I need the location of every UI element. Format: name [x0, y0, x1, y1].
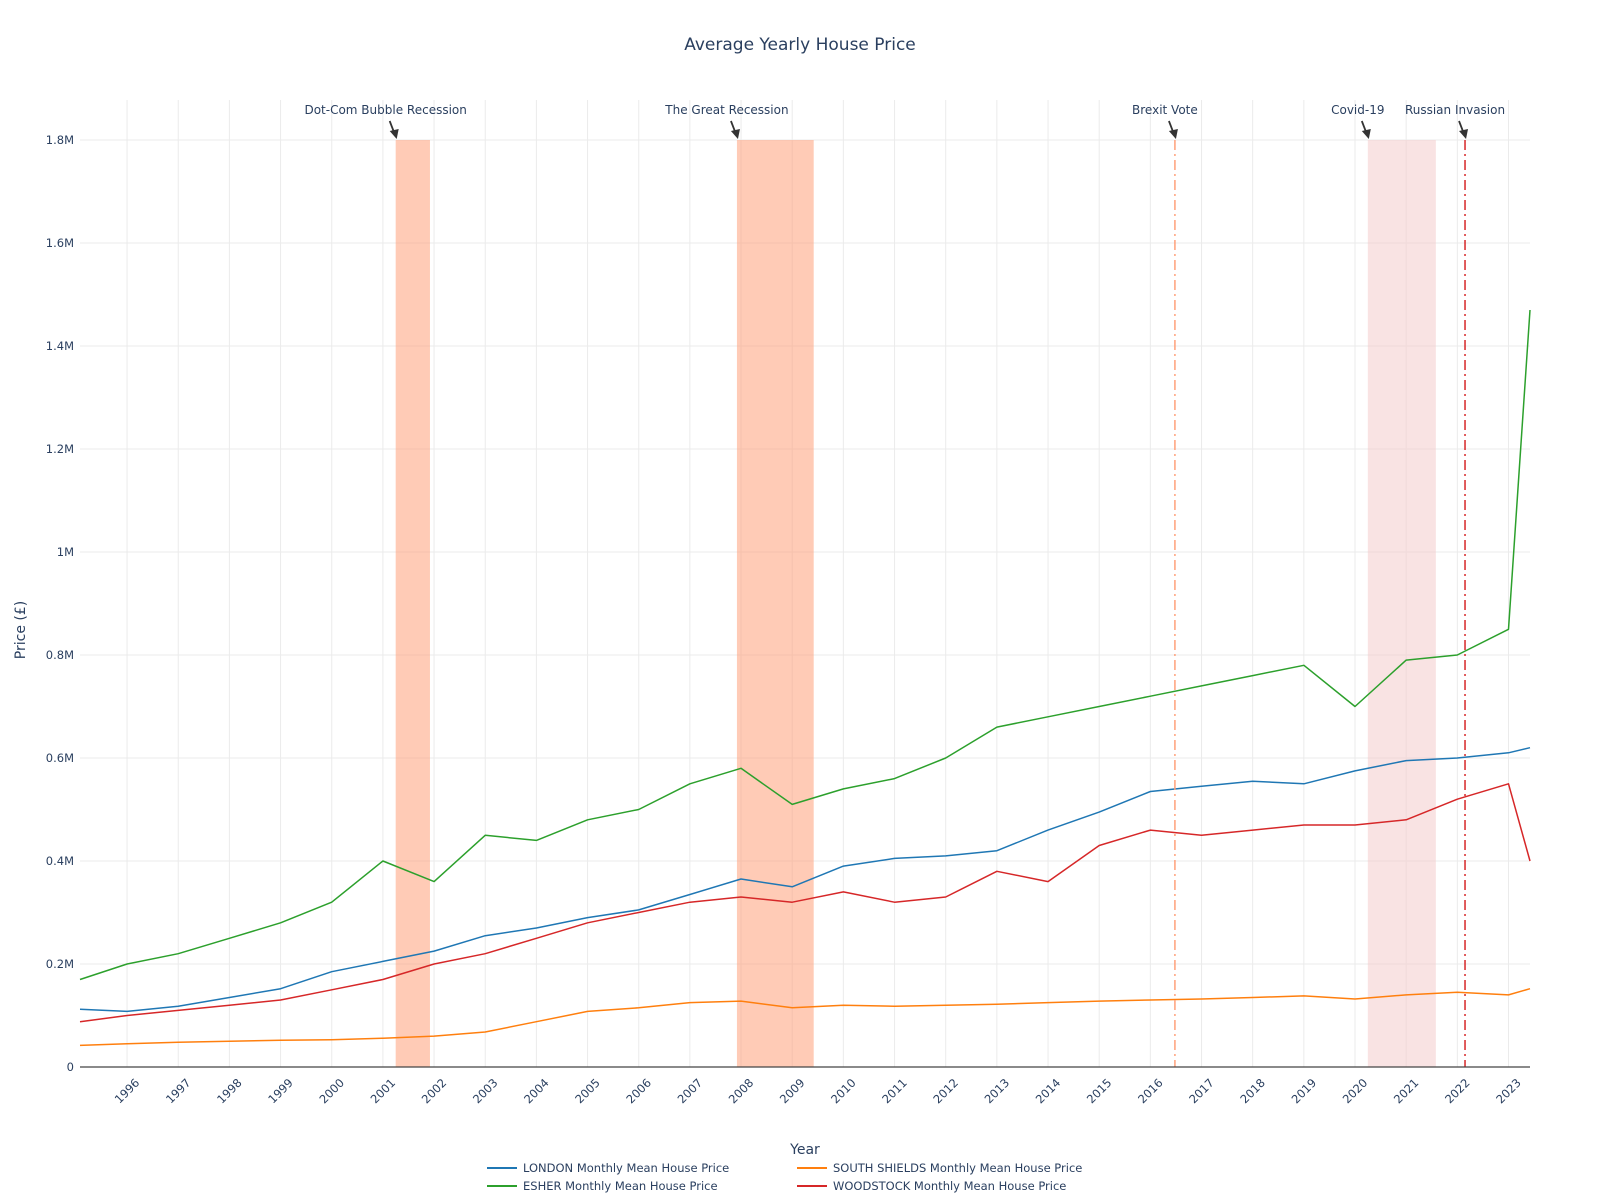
x-tick-label: 1998	[214, 1076, 245, 1107]
series-lines	[79, 309, 1531, 1047]
x-tick-label: 2012	[930, 1076, 961, 1107]
y-tick-label: 0	[67, 1060, 74, 1074]
event-lines	[1174, 140, 1466, 1067]
shaded-period	[395, 140, 430, 1067]
annotation-label: Covid-19	[1331, 103, 1384, 117]
y-axis-title: Price (£)	[13, 601, 29, 659]
annotation-arrowhead	[1168, 129, 1178, 139]
x-tick-label: 2014	[1033, 1076, 1064, 1107]
x-tick-label: 2004	[521, 1076, 552, 1107]
x-tick-label: 2006	[623, 1076, 654, 1107]
legend-label: ESHER Monthly Mean House Price	[523, 1179, 718, 1193]
legend-label: WOODSTOCK Monthly Mean House Price	[833, 1179, 1066, 1193]
y-tick-label: 1.4M	[46, 339, 74, 353]
annotation-label: Brexit Vote	[1132, 103, 1198, 117]
y-tick-label: 0.8M	[46, 648, 74, 662]
annotation-label: Dot-Com Bubble Recession	[304, 103, 466, 117]
annotation-arrowhead	[389, 129, 399, 139]
series-line	[79, 309, 1531, 981]
legend: LONDON Monthly Mean House Price SOUTH SHI…	[487, 1161, 1082, 1193]
x-tick-label: 2017	[1186, 1076, 1217, 1107]
x-tick-label: 2000	[316, 1076, 347, 1107]
x-tick-label: 2013	[982, 1076, 1013, 1107]
x-tick-label: 2011	[879, 1076, 910, 1107]
x-tick-label: 1997	[163, 1076, 194, 1107]
series-line	[79, 783, 1531, 1023]
x-tick-label: 2019	[1289, 1076, 1320, 1107]
annotation-label: The Great Recession	[664, 103, 788, 117]
x-tick-label: 2009	[777, 1076, 808, 1107]
chart-title: Average Yearly House Price	[684, 35, 916, 55]
y-tick-label: 0.4M	[46, 854, 74, 868]
annotations: Dot-Com Bubble Recession The Great Recess…	[304, 103, 1505, 139]
shaded-period	[736, 140, 814, 1067]
y-tick-label: 1.2M	[46, 442, 74, 456]
y-tick-label: 1.8M	[46, 133, 74, 147]
x-tick-label: 2018	[1237, 1076, 1268, 1107]
series-line	[79, 746, 1531, 1013]
x-tick-label: 1999	[265, 1076, 296, 1107]
x-tick-label: 1996	[112, 1076, 143, 1107]
annotation-arrowhead	[730, 129, 740, 139]
series-line	[79, 987, 1531, 1047]
x-tick-label: 2010	[828, 1076, 859, 1107]
legend-label: LONDON Monthly Mean House Price	[523, 1161, 729, 1175]
y-tick-label: 1.6M	[46, 236, 74, 250]
annotation-arrowhead	[1459, 129, 1469, 139]
x-tick-label: 2001	[368, 1076, 399, 1107]
x-axis-title: Year	[789, 1142, 820, 1158]
x-tick-label: 2023	[1493, 1076, 1524, 1107]
x-tick-label: 2008	[726, 1076, 757, 1107]
annotation-label: Russian Invasion	[1405, 103, 1505, 117]
shaded-period	[1367, 140, 1436, 1067]
x-tick-label: 2007	[675, 1076, 706, 1107]
y-tick-label: 0.2M	[46, 957, 74, 971]
shaded-periods	[395, 140, 1436, 1067]
x-tick-label: 2020	[1340, 1076, 1371, 1107]
x-tick-label: 2002	[419, 1076, 450, 1107]
x-tick-label: 2003	[470, 1076, 501, 1107]
x-tick-label: 2015	[1084, 1076, 1115, 1107]
legend-label: SOUTH SHIELDS Monthly Mean House Price	[833, 1161, 1082, 1175]
y-tick-label: 0.6M	[46, 751, 74, 765]
y-tick-label: 1M	[57, 545, 74, 559]
x-tick-label: 2021	[1391, 1076, 1422, 1107]
annotation-arrowhead	[1361, 129, 1371, 139]
x-tick-label: 2022	[1442, 1076, 1473, 1107]
x-tick-label: 2016	[1135, 1076, 1166, 1107]
x-tick-label: 2005	[572, 1076, 603, 1107]
